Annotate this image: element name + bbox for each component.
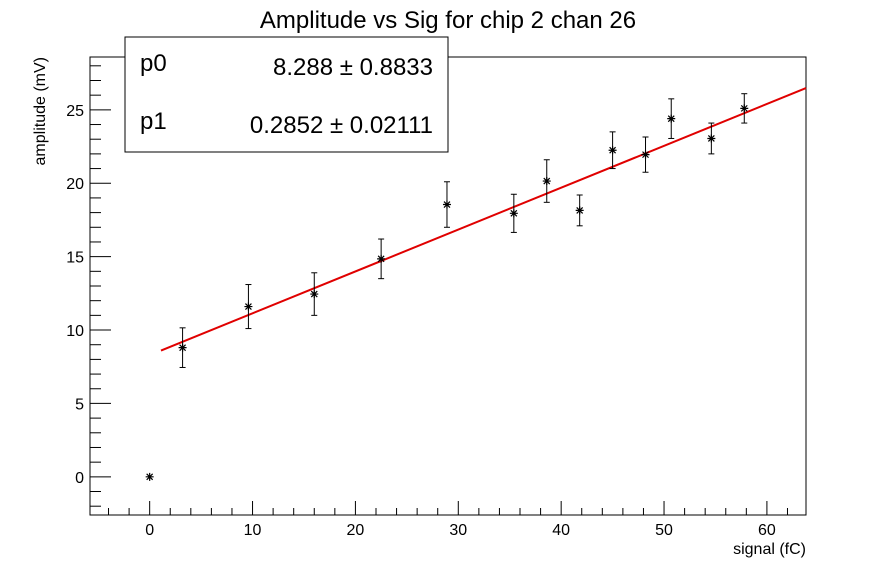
point-marker <box>178 343 187 352</box>
y-tick-label: 20 <box>66 176 84 193</box>
y-axis-label: amplitude (mV) <box>32 57 49 165</box>
x-tick-label: 20 <box>347 522 365 539</box>
point-marker <box>442 200 451 209</box>
point-marker <box>608 146 617 155</box>
point-marker <box>542 177 551 186</box>
point-marker <box>509 209 518 218</box>
data-point <box>542 159 551 203</box>
x-tick-label: 30 <box>449 522 467 539</box>
point-marker <box>667 114 676 123</box>
point-marker <box>244 302 253 311</box>
stats-param-name: p0 <box>140 50 167 77</box>
y-tick-label: 15 <box>66 250 84 267</box>
x-axis-label: signal (fC) <box>733 541 806 558</box>
data-point <box>310 272 319 316</box>
stats-param-name: p1 <box>140 108 167 135</box>
point-marker <box>641 150 650 159</box>
data-point <box>377 238 386 280</box>
y-tick-label: 5 <box>75 396 84 413</box>
point-marker <box>740 104 749 113</box>
y-tick-label: 25 <box>66 103 84 120</box>
data-point <box>641 136 650 173</box>
stats-param-value: 0.2852 ± 0.02111 <box>250 112 433 139</box>
x-tick-label: 10 <box>244 522 262 539</box>
x-tick-label: 60 <box>758 522 776 539</box>
data-point <box>707 122 716 155</box>
data-point <box>667 98 676 139</box>
data-point <box>509 193 518 233</box>
data-point <box>442 181 451 228</box>
y-tick-label: 0 <box>75 470 84 487</box>
x-tick-label: 40 <box>552 522 570 539</box>
stats-box-frame <box>124 36 449 153</box>
data-point <box>740 93 749 124</box>
data-point <box>608 131 617 170</box>
x-tick-label: 0 <box>145 522 154 539</box>
point-marker <box>575 206 584 215</box>
data-point <box>178 327 187 368</box>
data-point <box>244 284 253 330</box>
point-marker <box>145 472 154 481</box>
fit-line-group <box>160 87 807 352</box>
chart-title: Amplitude vs Sig for chip 2 chan 26 <box>260 7 636 34</box>
stats-box: p0 8.288 ± 0.8833 p1 0.2852 ± 0.02111 <box>124 36 449 153</box>
data-point <box>145 472 154 481</box>
fit-line <box>160 87 807 352</box>
data-point <box>575 194 584 227</box>
point-marker <box>707 134 716 143</box>
stats-param-value: 8.288 ± 0.8833 <box>273 54 433 81</box>
point-marker <box>310 290 319 299</box>
data-points <box>145 93 749 481</box>
x-tick-label: 50 <box>655 522 673 539</box>
y-tick-label: 10 <box>66 323 84 340</box>
point-marker <box>377 254 386 263</box>
axes: 0 10 20 30 40 50 60 0 5 10 15 20 25 <box>66 65 788 539</box>
